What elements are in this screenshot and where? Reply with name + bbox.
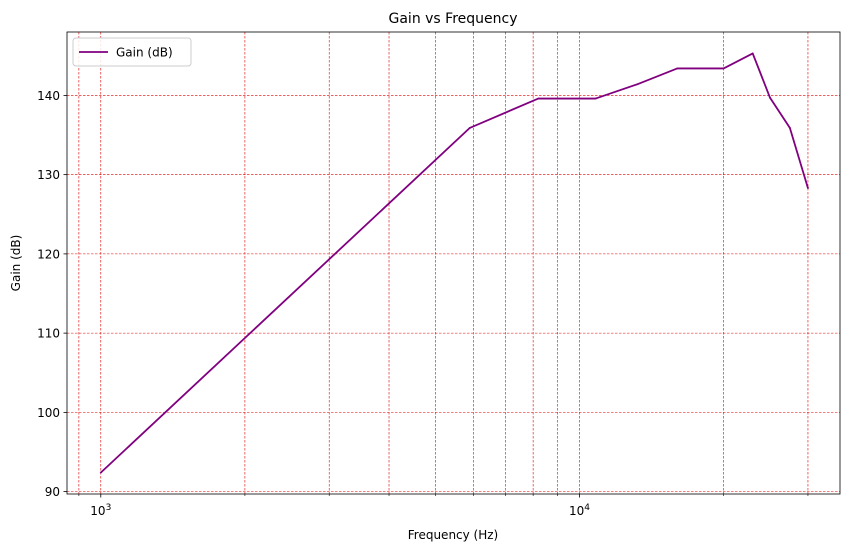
chart-title: Gain vs Frequency: [389, 11, 518, 27]
x-tick-label: 104: [569, 503, 590, 518]
y-axis-label: Gain (dB): [9, 235, 23, 292]
series-point: [751, 52, 754, 55]
y-tick-label: 110: [37, 327, 60, 341]
axis-layer: 103 104 90 100 110 120 130 140: [37, 89, 809, 518]
series-point: [788, 126, 791, 129]
series-point: [99, 471, 102, 474]
x-axis-label: Frequency (Hz): [408, 528, 499, 542]
plot-area-frame: [66, 31, 841, 495]
legend-box: [72, 37, 192, 67]
series-point: [537, 97, 540, 100]
y-tick-label: 130: [37, 168, 60, 182]
series-layer: [99, 52, 809, 474]
legend: Gain (dB): [72, 37, 192, 67]
y-tick-label: 120: [37, 247, 60, 261]
x-tick-label: 103: [90, 503, 111, 518]
series-point: [769, 96, 771, 99]
series-point: [636, 83, 639, 86]
series-point: [722, 67, 725, 70]
series-point: [807, 187, 809, 190]
y-tick-label: 100: [37, 406, 60, 420]
series-point: [468, 126, 471, 129]
y-tick-label: 90: [45, 485, 60, 499]
series-point: [676, 67, 679, 70]
grid-layer: [67, 32, 840, 494]
series-point: [594, 97, 597, 100]
y-tick-label: 140: [37, 89, 60, 103]
legend-series-label: Gain (dB): [116, 46, 173, 60]
